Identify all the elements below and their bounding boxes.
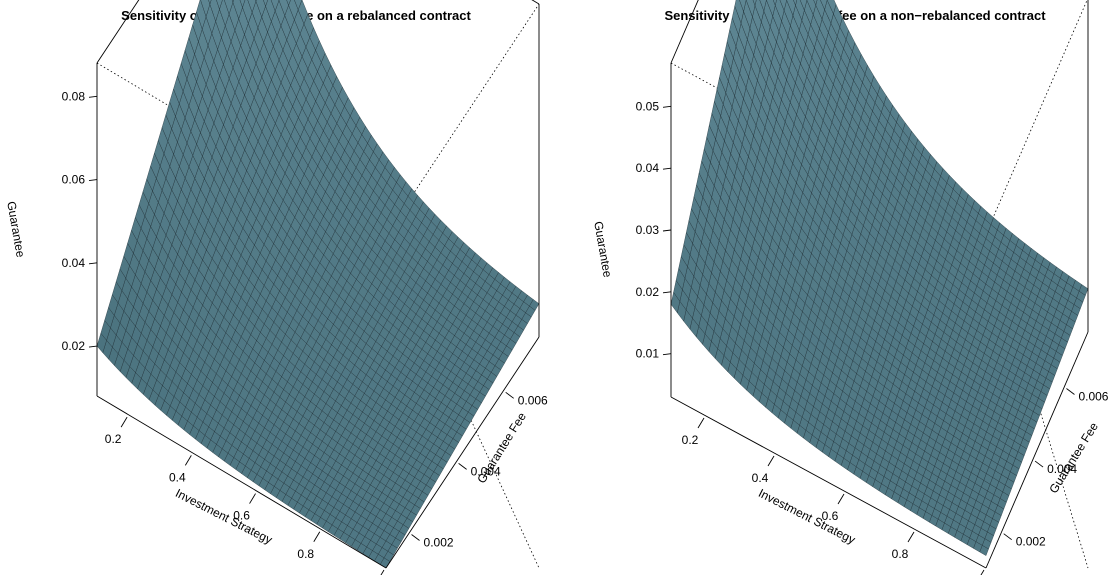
box-edge xyxy=(96,0,140,64)
surface-facet xyxy=(231,0,234,3)
box-edge xyxy=(985,331,1089,569)
y-tick-label: 0.004 xyxy=(471,464,501,478)
right-chart-panel: Sensitivity of the guarantee fee on a no… xyxy=(559,0,1117,575)
surface-mesh xyxy=(96,0,540,569)
surface-facet xyxy=(263,0,268,7)
x-tick-label: 0.4 xyxy=(169,470,186,484)
y-tick xyxy=(1003,533,1012,541)
z-axis-title: Guarantee xyxy=(591,220,615,279)
box-edge xyxy=(385,336,540,569)
x-axis-title: Investment Strategy xyxy=(173,486,274,547)
box-edge xyxy=(670,396,987,569)
box-edge-dotted xyxy=(985,0,1088,235)
surface-facet xyxy=(752,0,757,7)
x-tick xyxy=(184,455,192,466)
left-surface-chart: Sensitivity of the guarantee fee on a re… xyxy=(4,0,548,575)
z-tick xyxy=(662,167,672,170)
y-tick xyxy=(1034,460,1044,468)
surface-facet xyxy=(239,0,246,8)
z-tick-label: 0.01 xyxy=(636,347,660,361)
chart-title: Sensitivity of the guarantee fee on a no… xyxy=(664,8,1046,23)
z-tick xyxy=(662,353,672,356)
surface-facet xyxy=(773,0,777,6)
box-front-edges xyxy=(670,0,1089,569)
z-tick-label: 0.02 xyxy=(62,339,86,353)
x-tick-label: 0.8 xyxy=(892,547,909,561)
surface-facet xyxy=(294,0,303,11)
z-tick xyxy=(88,179,98,181)
y-tick-label: 0.006 xyxy=(518,393,548,407)
surface-mesh xyxy=(670,0,1089,556)
surface-facet xyxy=(255,0,257,2)
box-edge xyxy=(96,395,387,569)
x-tick xyxy=(120,416,128,428)
box-back-edges xyxy=(670,0,1089,569)
surface-facet xyxy=(739,0,747,13)
x-tick xyxy=(980,569,985,575)
y-tick-label: 0.006 xyxy=(1078,389,1108,403)
surface-facet xyxy=(216,0,223,10)
z-tick xyxy=(662,291,672,294)
box-edge xyxy=(670,0,699,64)
box-front-edges xyxy=(96,0,540,569)
z-tick-label: 0.02 xyxy=(636,285,660,299)
z-tick-label: 0.08 xyxy=(62,89,86,103)
z-tick-label: 0.04 xyxy=(636,161,660,175)
x-tick-label: 0.2 xyxy=(105,432,122,446)
y-tick-label: 0.002 xyxy=(424,535,454,549)
right-surface-chart: Sensitivity of the guarantee fee on a no… xyxy=(591,0,1109,575)
axes: 0.010.020.030.040.050.20.40.60.81.00.002… xyxy=(636,99,1109,575)
x-tick-label: 0.4 xyxy=(752,471,769,485)
x-tick xyxy=(697,417,705,429)
z-tick xyxy=(88,262,98,265)
x-tick-label: 0.8 xyxy=(297,547,314,561)
z-tick-label: 0.05 xyxy=(636,99,660,113)
x-tick xyxy=(907,531,915,543)
z-tick xyxy=(88,95,98,98)
x-tick-label: 0.2 xyxy=(682,433,699,447)
y-axis-title: Guarantee Fee xyxy=(474,410,529,486)
x-tick-label: 0.6 xyxy=(822,509,839,523)
z-tick xyxy=(662,105,672,108)
surface-facet xyxy=(759,0,767,12)
z-tick-label: 0.04 xyxy=(62,256,86,270)
y-tick xyxy=(411,534,420,541)
y-axis-title: Guarantee Fee xyxy=(1046,420,1101,496)
x-tick xyxy=(380,569,385,575)
surface-facet xyxy=(826,0,837,15)
x-axis-title: Investment Strategy xyxy=(756,486,857,547)
y-tick xyxy=(1066,388,1075,395)
x-tick xyxy=(767,455,775,467)
x-tick xyxy=(313,531,321,543)
x-tick xyxy=(249,493,256,504)
x-tick xyxy=(837,493,845,505)
z-tick-label: 0.06 xyxy=(62,173,86,187)
y-tick xyxy=(458,463,467,470)
surface-facet xyxy=(813,0,818,6)
z-tick xyxy=(88,345,98,348)
axes: 0.020.040.060.080.20.40.60.81.00.0020.00… xyxy=(62,89,548,575)
y-tick-label: 0.002 xyxy=(1016,535,1046,549)
z-tick xyxy=(662,229,672,232)
surface-facet xyxy=(286,0,291,6)
y-tick-label: 0.004 xyxy=(1047,462,1077,476)
z-axis-title: Guarantee xyxy=(4,200,28,259)
z-tick-label: 0.03 xyxy=(636,223,660,237)
y-tick xyxy=(505,391,514,399)
surface-facet xyxy=(793,0,797,6)
x-tick-label: 0.6 xyxy=(233,509,250,523)
surface-facet xyxy=(208,0,212,5)
left-chart-panel: Sensitivity of the guarantee fee on a re… xyxy=(0,0,558,575)
